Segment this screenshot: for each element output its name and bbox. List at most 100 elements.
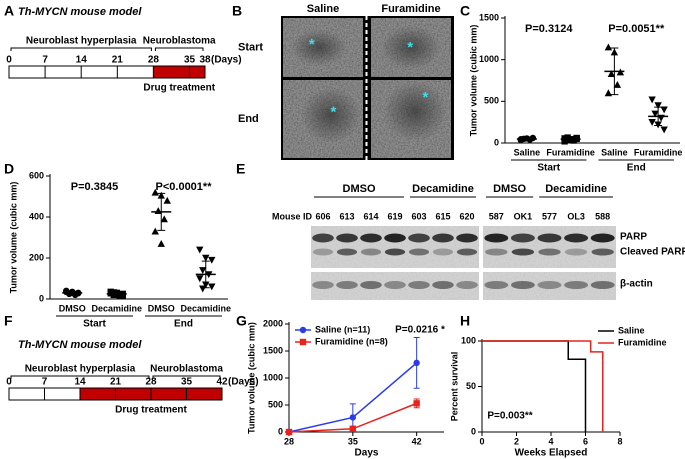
mouse-id: 615 [435, 211, 450, 221]
mouse-id: 613 [339, 211, 354, 221]
x-tick-label: Furamidine [634, 147, 683, 157]
x-tick-label: 6 [583, 436, 588, 446]
mouse-id: 620 [459, 211, 474, 221]
phase-bracket [10, 47, 152, 51]
band [360, 233, 382, 243]
mouse-id: 577 [542, 211, 557, 221]
data-point [285, 428, 293, 436]
y-axis-label: Tumor volume (cubic mm) [468, 25, 478, 137]
y-tick-label: 500 [268, 399, 283, 409]
tumor-region [291, 29, 347, 66]
tumor-marker: * [330, 104, 336, 121]
y-tick-label: 600 [29, 170, 44, 180]
error-bar [610, 47, 619, 96]
band [564, 248, 588, 256]
timeline-tick-label: 0 [6, 55, 12, 66]
legend-marker [299, 326, 307, 334]
y-tick-label: 1000 [263, 372, 283, 382]
band [484, 233, 509, 243]
band [312, 248, 334, 256]
x-tick-label: 35 [348, 436, 358, 446]
data-point [208, 283, 216, 291]
y-tick-label: 2000 [263, 318, 283, 328]
group-label: Decamidine [545, 183, 607, 195]
x-tick-label: 28 [284, 436, 294, 446]
band [336, 281, 358, 289]
y-tick-label: 500 [484, 96, 499, 106]
data-point [607, 70, 616, 78]
panel-letter: A [4, 3, 14, 19]
phase-label: Neuroblastoma [150, 364, 223, 375]
blot-parp-texture [483, 226, 616, 268]
y-tick-label: 1000 [479, 54, 499, 64]
band [384, 233, 406, 243]
tumor-region [301, 87, 361, 144]
timeline-tick-label: 21 [112, 55, 124, 66]
data-point [660, 126, 668, 134]
tumor-marker: * [407, 39, 413, 56]
panel-letter: B [232, 3, 242, 19]
timeline-tick-label: 28 [148, 55, 160, 66]
phase-label: Neuroblastoma [143, 36, 216, 47]
band [564, 281, 589, 289]
mouse-id: 619 [387, 211, 402, 221]
band [456, 233, 478, 243]
panel-letter: G [236, 313, 247, 329]
group-label: DMSO [493, 183, 526, 195]
band [312, 233, 334, 243]
data-point [157, 239, 165, 247]
y-tick-label: 0 [39, 293, 44, 303]
error-bar [112, 291, 121, 296]
data-point [196, 275, 204, 283]
timeline-tick-label: 7 [42, 55, 48, 66]
y-axis-label: Tumor volume (cubic mm) [246, 322, 256, 434]
data-point [208, 256, 216, 264]
band [360, 281, 382, 289]
panel-letter: H [460, 313, 470, 329]
tumor-region [383, 81, 447, 142]
data-point [151, 227, 159, 235]
band [384, 248, 406, 256]
data-point [119, 292, 126, 299]
tumor-marker: * [422, 89, 428, 106]
y-tick-label: 1500 [479, 12, 499, 22]
band-label: PARP [620, 232, 647, 243]
x-tick-label: Furamidine [546, 147, 595, 157]
panel-letter: F [4, 313, 13, 329]
treatment-label: Drug treatment [143, 83, 215, 94]
data-point [654, 102, 662, 110]
timeline-tick-label: 14 [74, 377, 86, 388]
group-label: Decamidine [412, 183, 474, 195]
annotation: P<0.0001** [156, 181, 213, 193]
band [564, 233, 589, 243]
treatment-bar [152, 65, 206, 79]
band [432, 248, 454, 256]
band [456, 248, 478, 256]
error-bar [157, 192, 166, 231]
panel-letter: D [4, 161, 14, 177]
band [336, 233, 358, 243]
y-tick-label: 100 [461, 335, 476, 345]
annotation: P=0.0051** [608, 23, 665, 35]
mouse-id: OL3 [567, 211, 585, 221]
column-label: Saline [307, 3, 339, 15]
error-bar [68, 290, 77, 295]
band [511, 248, 535, 256]
timeline-tick-label: 35 [184, 55, 196, 66]
y-tick-label: 400 [29, 211, 44, 221]
timeline-tick-label: 7 [42, 377, 48, 388]
data-point [199, 267, 207, 274]
band [538, 248, 561, 256]
timeline-tick-label: 35 [181, 377, 193, 388]
data-point [349, 414, 357, 421]
data-point [163, 196, 171, 204]
band [432, 281, 454, 289]
data-point [573, 134, 580, 142]
mouse-id: 587 [489, 211, 504, 221]
treatment-label: Drug treatment [115, 405, 187, 416]
timeline-unit: (Days) [211, 55, 242, 66]
timeline-tick-label: 38 [199, 55, 211, 66]
timeline-unit: (Days) [228, 377, 259, 388]
phase-bracket [152, 375, 221, 379]
phase-label: Neuroblast hyperplasia [26, 36, 137, 47]
